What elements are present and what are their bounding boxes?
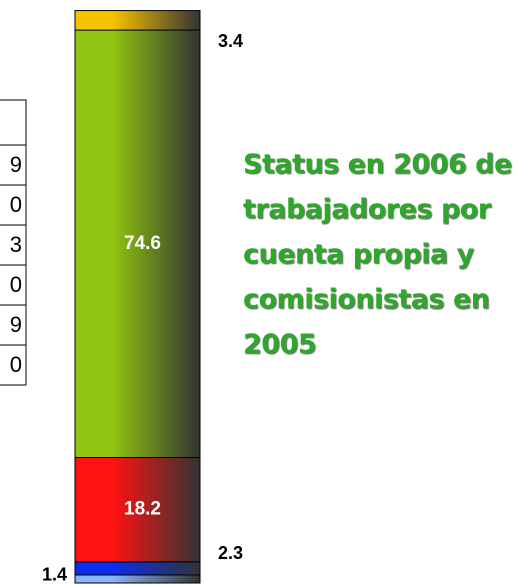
bar-segment (74, 10, 201, 31)
bar-segment (74, 457, 201, 563)
side-table-frame (0, 99, 27, 386)
chart-title: Status en 2006 de trabajadores por cuent… (243, 149, 512, 360)
table-cell: 0 (10, 192, 22, 217)
bar-segment (74, 561, 201, 576)
table-cell: 0 (10, 352, 22, 377)
table-cell: 0 (10, 272, 22, 297)
data-label: 18.2 (124, 499, 161, 520)
data-label: 74.6 (124, 233, 161, 254)
data-label: 2.3 (218, 543, 243, 563)
table-cell: 3 (10, 232, 22, 257)
data-label: 3.4 (218, 31, 243, 51)
table-cell: 9 (10, 152, 22, 177)
table-cell: 9 (10, 312, 22, 337)
bar-segment (74, 574, 201, 584)
data-label: 1.4 (42, 565, 67, 585)
